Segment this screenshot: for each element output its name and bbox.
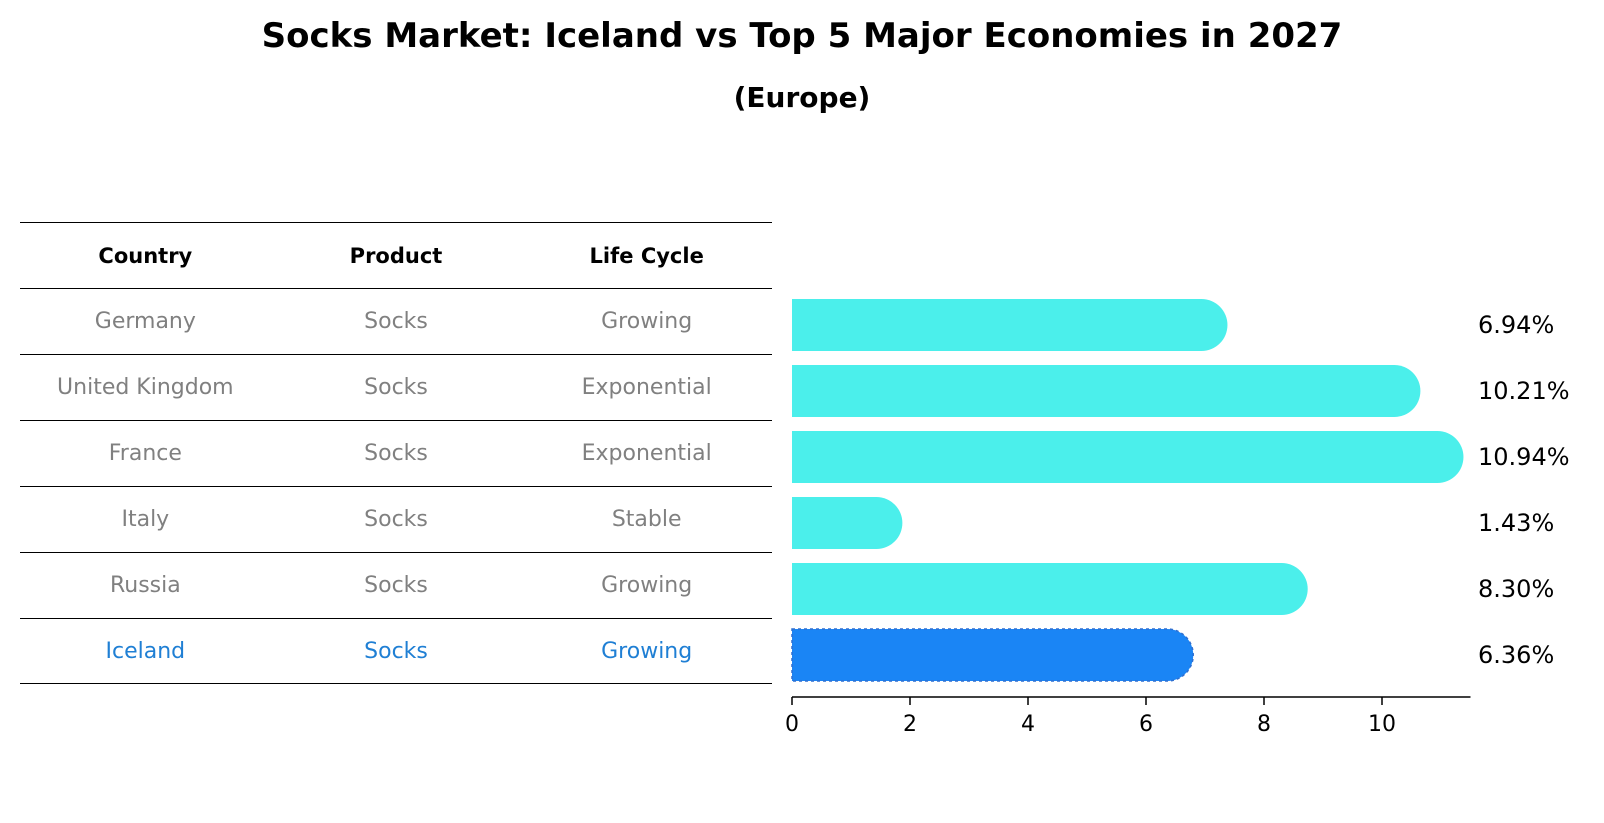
market-table: Country Product Life Cycle Germany Socks…	[20, 222, 772, 684]
table-row: Germany Socks Growing	[20, 288, 772, 354]
bar	[792, 497, 903, 549]
cell-life-cycle: Growing	[601, 309, 693, 334]
bar-highlight	[791, 628, 1194, 682]
cell-life-cycle: Exponential	[581, 441, 712, 466]
table-row: Russia Socks Growing	[20, 552, 772, 618]
x-tick-label: 4	[1021, 712, 1035, 737]
bar	[792, 299, 1228, 351]
cell-life-cycle: Growing	[601, 573, 693, 598]
bar	[792, 563, 1308, 615]
chart-title: Socks Market: Iceland vs Top 5 Major Eco…	[261, 16, 1343, 56]
value-label: 6.36%	[1478, 641, 1554, 669]
cell-country: Iceland	[105, 638, 186, 664]
value-label: 6.94%	[1478, 311, 1554, 339]
x-tick-label: 0	[785, 712, 799, 737]
cell-life-cycle: Exponential	[581, 375, 712, 400]
cell-product: Socks	[364, 441, 428, 466]
x-tick-label: 2	[903, 712, 917, 737]
value-label: 8.30%	[1478, 575, 1554, 603]
cell-product: Socks	[364, 375, 428, 400]
chart-subtitle: (Europe)	[733, 81, 871, 114]
header-life-cycle: Life Cycle	[589, 243, 704, 268]
cell-life-cycle: Stable	[611, 507, 682, 532]
x-tick-label: 10	[1368, 712, 1396, 737]
cell-life-cycle: Growing	[601, 638, 693, 664]
bar	[792, 365, 1421, 417]
header-product: Product	[349, 243, 443, 268]
table-row: France Socks Exponential	[20, 420, 772, 486]
table-row: United Kingdom Socks Exponential	[20, 354, 772, 420]
cell-country: France	[108, 441, 182, 466]
table-row: Italy Socks Stable	[20, 486, 772, 552]
value-label: 10.21%	[1478, 377, 1570, 405]
x-tick-label: 6	[1139, 712, 1153, 737]
cell-country: Italy	[121, 507, 170, 532]
table-row-highlight: Iceland Socks Growing	[20, 618, 772, 684]
cell-product: Socks	[364, 573, 428, 598]
value-label: 10.94%	[1478, 443, 1570, 471]
cell-product: Socks	[364, 507, 428, 532]
header-country: Country	[98, 243, 193, 268]
x-tick-label: 8	[1257, 712, 1271, 737]
cell-country: Germany	[94, 309, 196, 334]
bar	[792, 431, 1464, 483]
table-header-row: Country Product Life Cycle	[20, 222, 772, 288]
cell-country: Russia	[109, 573, 181, 598]
cell-product: Socks	[364, 638, 428, 664]
cell-product: Socks	[364, 309, 428, 334]
cell-country: United Kingdom	[57, 375, 234, 400]
value-label: 1.43%	[1478, 509, 1554, 537]
